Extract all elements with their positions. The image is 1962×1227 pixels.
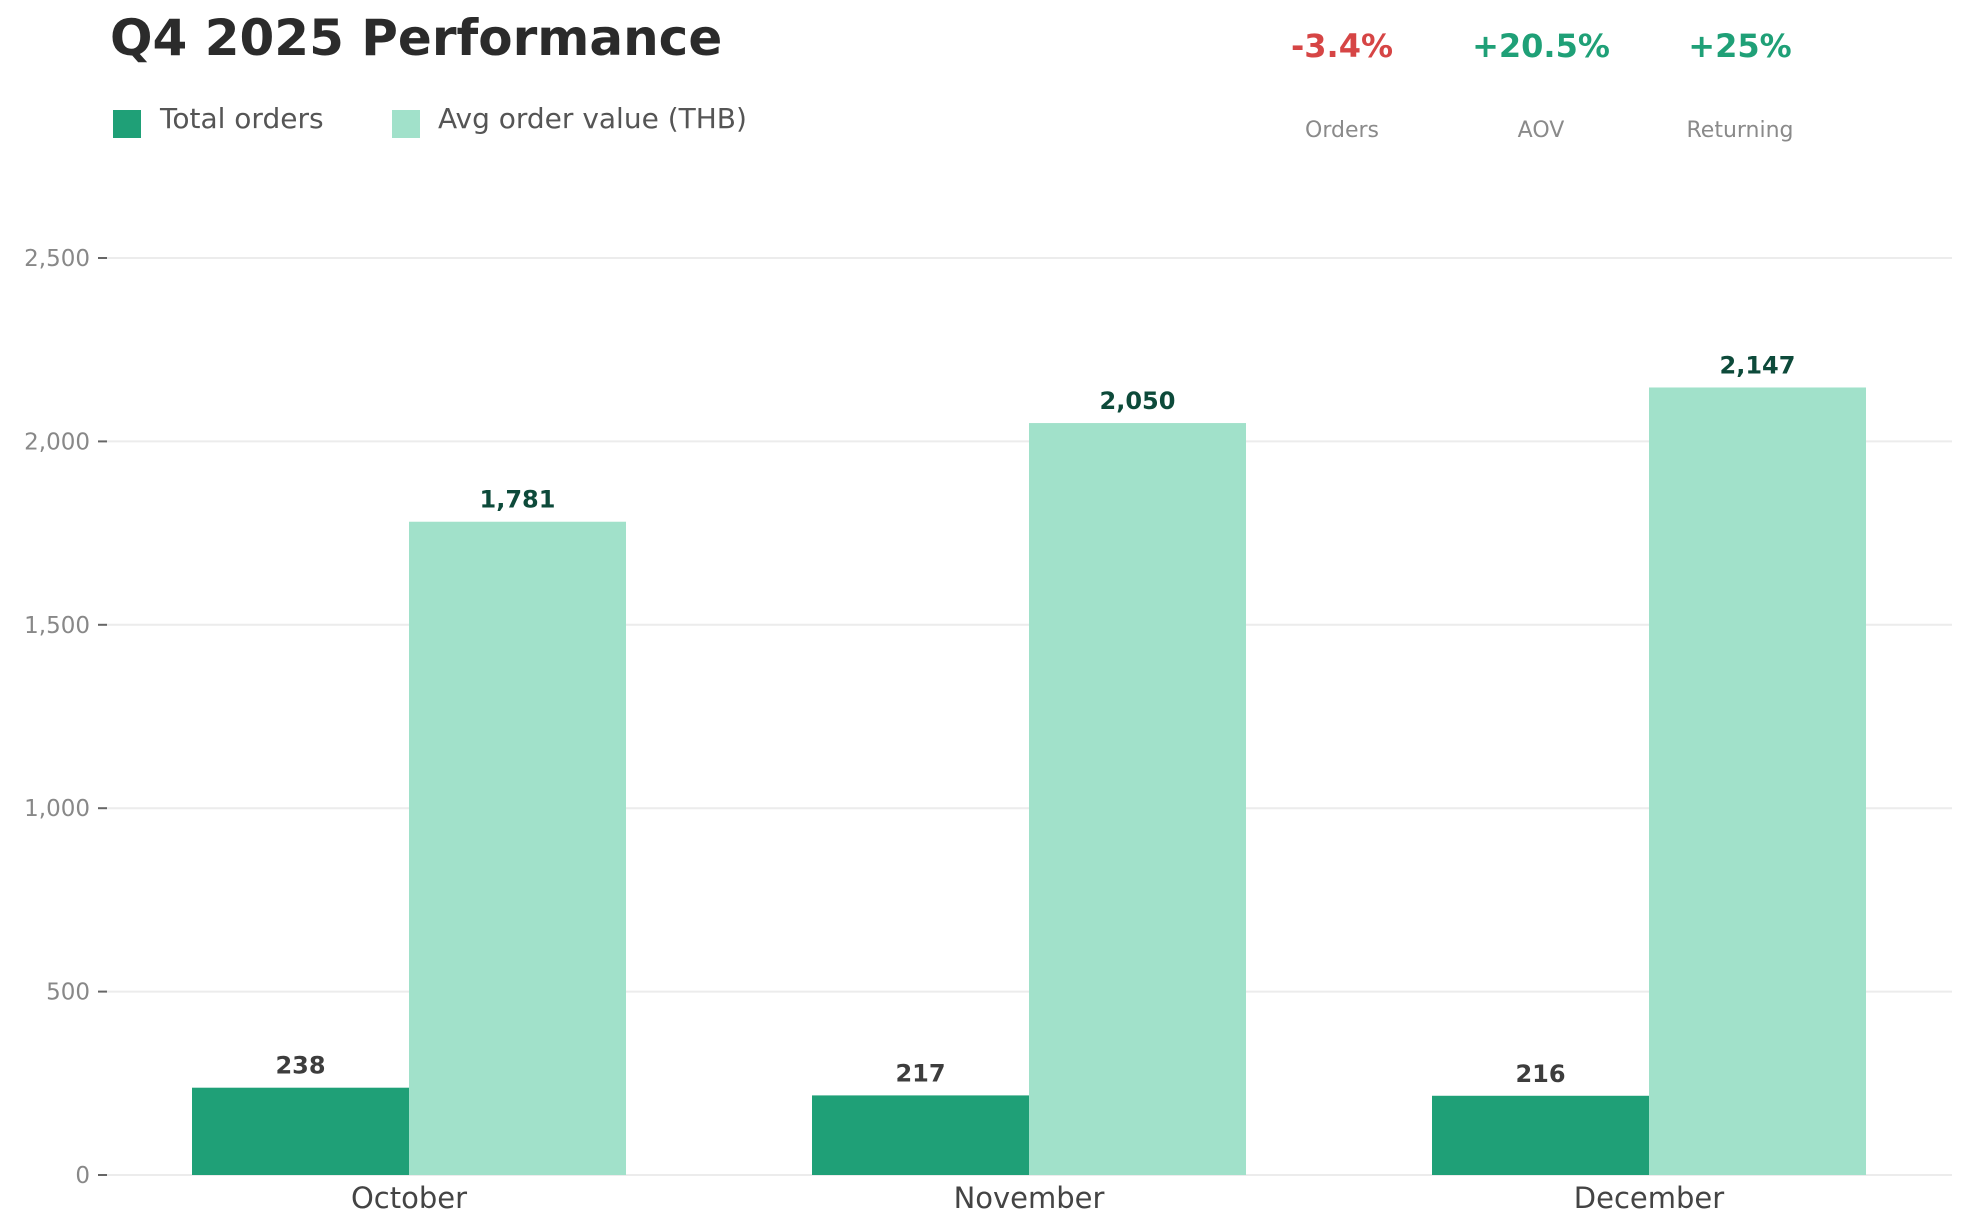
legend-label-avg-order-value: Avg order value (THB) bbox=[438, 102, 747, 135]
bar-total-orders bbox=[1432, 1095, 1649, 1175]
chart-title: Q4 2025 Performance bbox=[110, 9, 722, 67]
y-tick-label: 2,000 bbox=[24, 429, 90, 455]
y-tick-label: 0 bbox=[75, 1163, 90, 1189]
y-tick-label: 500 bbox=[46, 980, 90, 1006]
bar-avg-order-value bbox=[1649, 387, 1866, 1175]
kpi-orders-value: -3.4% bbox=[1291, 27, 1393, 65]
x-axis: October November December bbox=[351, 1181, 1724, 1215]
bar-total-orders bbox=[812, 1095, 1029, 1175]
bars bbox=[192, 387, 1866, 1175]
bar-value-label-avg-order-value: 2,050 bbox=[1100, 387, 1176, 415]
bar-value-label-avg-order-value: 2,147 bbox=[1720, 351, 1796, 379]
bar-value-label-total-orders: 217 bbox=[895, 1059, 945, 1087]
kpi-panel: -3.4% Orders +20.5% AOV +25% Returning bbox=[1291, 27, 1794, 143]
kpi-aov-value: +20.5% bbox=[1472, 27, 1610, 65]
y-tick-label: 2,500 bbox=[24, 246, 90, 272]
bar-value-label-total-orders: 238 bbox=[275, 1052, 325, 1080]
legend-swatch-total-orders bbox=[113, 110, 141, 138]
y-axis: 0 500 1,000 1,500 2,000 2,500 bbox=[24, 246, 107, 1189]
kpi-aov-label: AOV bbox=[1518, 118, 1565, 143]
x-category-label: October bbox=[351, 1181, 467, 1215]
legend-swatch-avg-order-value bbox=[392, 110, 420, 138]
bar-avg-order-value bbox=[1029, 423, 1246, 1175]
kpi-orders-label: Orders bbox=[1305, 118, 1379, 143]
bar-value-labels: 238 1,781 217 2,050 216 2,147 bbox=[275, 351, 1795, 1087]
bar-value-label-avg-order-value: 1,781 bbox=[480, 486, 556, 514]
legend: Total orders Avg order value (THB) bbox=[113, 102, 747, 138]
x-category-label: December bbox=[1574, 1181, 1724, 1215]
bar-value-label-total-orders: 216 bbox=[1515, 1060, 1565, 1088]
kpi-returning-label: Returning bbox=[1686, 118, 1793, 143]
y-tick-label: 1,000 bbox=[24, 796, 90, 822]
y-tick-label: 1,500 bbox=[24, 613, 90, 639]
legend-label-total-orders: Total orders bbox=[159, 102, 324, 135]
bar-avg-order-value bbox=[409, 521, 626, 1175]
x-category-label: November bbox=[954, 1181, 1105, 1215]
bar-total-orders bbox=[192, 1087, 409, 1175]
kpi-returning-value: +25% bbox=[1688, 27, 1791, 65]
